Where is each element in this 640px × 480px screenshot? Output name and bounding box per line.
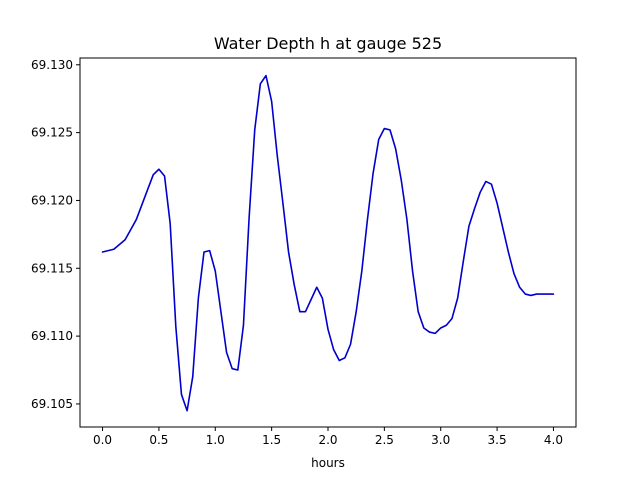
x-tick-label: 0.0: [93, 433, 112, 447]
x-tick-label: 2.0: [318, 433, 337, 447]
x-axis-label: hours: [311, 456, 345, 470]
y-tick-label: 69.120: [31, 193, 73, 207]
x-tick-label: 3.5: [488, 433, 507, 447]
y-tick-label: 69.115: [31, 261, 73, 275]
series-line-0: [101, 74, 555, 412]
y-tick-label: 69.125: [31, 126, 73, 140]
plot-area: 0.0 0.5 1.0 1.5 2.0 2.5 3.0 3.5 4.0 69.105 69.110 6…: [31, 57, 577, 447]
y-tick-label: 69.110: [31, 329, 73, 343]
x-tick-label: 1.0: [206, 433, 225, 447]
x-tick-label: 3.0: [431, 433, 450, 447]
x-tick-label: 0.5: [149, 433, 168, 447]
chart-title: Water Depth h at gauge 525: [214, 34, 442, 53]
x-tick-label: 1.5: [262, 433, 281, 447]
x-tick-label: 4.0: [544, 433, 563, 447]
y-tick-label: 69.130: [31, 58, 73, 72]
x-tick-label: 2.5: [375, 433, 394, 447]
y-tick-label: 69.105: [31, 397, 73, 411]
